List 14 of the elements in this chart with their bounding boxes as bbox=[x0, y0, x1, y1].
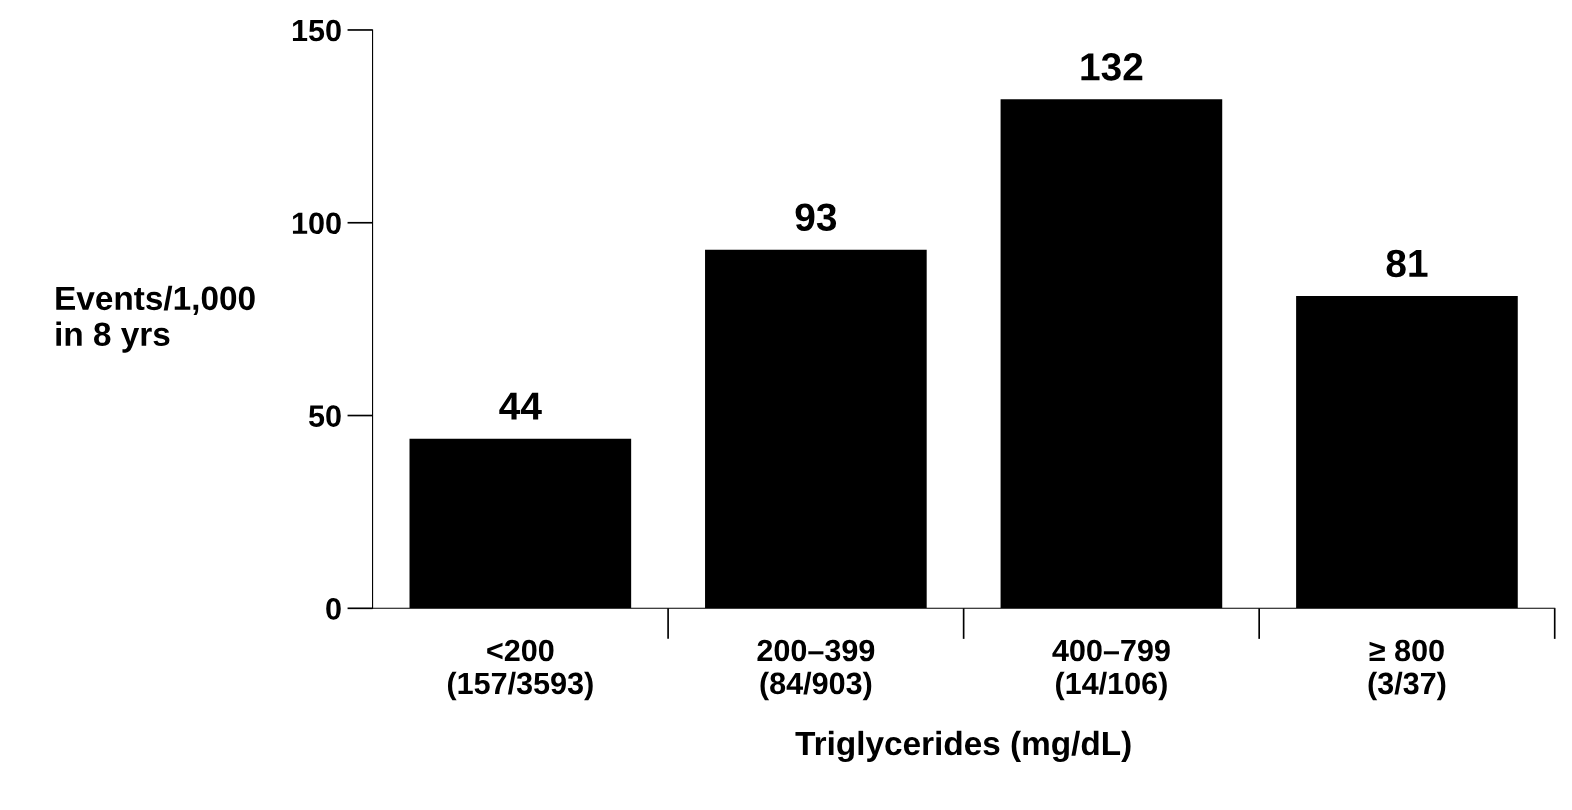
y-tick-label: 50 bbox=[308, 405, 341, 427]
x-axis-title: Triglycerides (mg/dL) bbox=[795, 730, 1131, 763]
x-tick-label: 400–799 (14/106) bbox=[1052, 639, 1170, 701]
y-tick-label: 100 bbox=[292, 212, 341, 235]
y-tick-label: 150 bbox=[292, 19, 341, 42]
data-label: 44 bbox=[499, 392, 542, 420]
y-axis-title: Events/1,000 in 8 yrs bbox=[56, 285, 255, 353]
x-tick-label: <200 (157/3593) bbox=[447, 639, 593, 701]
x-tick-label: ≥ 800 (3/37) bbox=[1368, 639, 1446, 701]
data-label: 132 bbox=[1081, 53, 1143, 81]
x-tick-label: 200–399 (84/903) bbox=[757, 639, 875, 701]
data-label: 81 bbox=[1386, 249, 1428, 278]
y-tick-label: 0 bbox=[326, 598, 341, 620]
data-label: 93 bbox=[795, 203, 837, 231]
